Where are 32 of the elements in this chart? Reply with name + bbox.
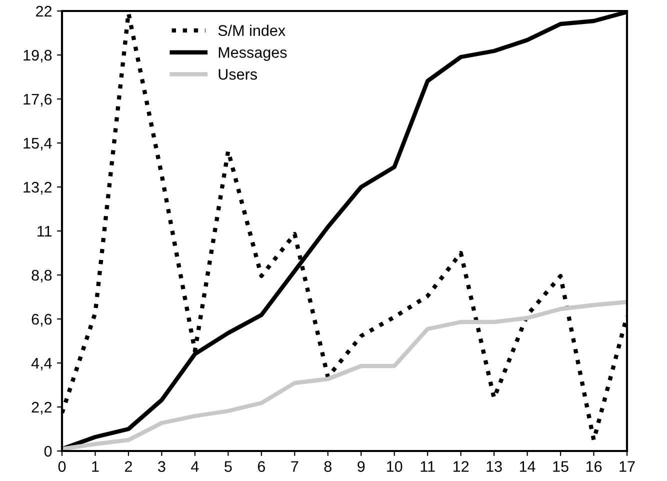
y-tick-label: 6,6	[32, 314, 52, 326]
y-tick-label: 19,8	[24, 50, 52, 62]
y-tick-label: 15,4	[24, 138, 52, 150]
x-tick-label: 2	[124, 461, 132, 472]
x-tick-label: 8	[324, 461, 332, 472]
x-tick-label: 3	[158, 461, 166, 472]
y-tick-label: 8,8	[32, 270, 52, 282]
x-tick-label: 10	[387, 461, 402, 472]
x-tick-label: 6	[258, 461, 265, 472]
y-tick-label: 11	[38, 226, 52, 237]
x-tick-label: 11	[420, 461, 435, 472]
x-tick-label: 7	[291, 461, 298, 472]
y-tick-label: 13,2	[24, 182, 52, 194]
x-tick-label: 0	[58, 461, 66, 472]
y-tick-label: 2,2	[32, 402, 52, 414]
x-tick-label: 15	[553, 461, 568, 472]
legend-label: Users	[218, 69, 257, 80]
y-tick-label: 22	[36, 6, 52, 17]
x-tick-label: 16	[586, 461, 602, 472]
legend-label: Messages	[218, 47, 287, 61]
y-tick-label: 4,4	[31, 358, 52, 370]
y-tick-label: 0	[44, 446, 52, 457]
x-tick-label: 4	[191, 461, 199, 472]
legend-label: S/M index	[218, 24, 286, 36]
x-tick-label: 5	[224, 461, 232, 472]
x-tick-label: 9	[358, 461, 365, 472]
x-tick-label: 12	[453, 461, 469, 472]
x-tick-label: 17	[620, 461, 635, 472]
x-tick-label: 14	[520, 461, 536, 472]
x-tick-label: 1	[92, 461, 99, 472]
x-tick-label: 13	[486, 461, 502, 472]
y-tick-label: 17,6	[24, 94, 52, 106]
